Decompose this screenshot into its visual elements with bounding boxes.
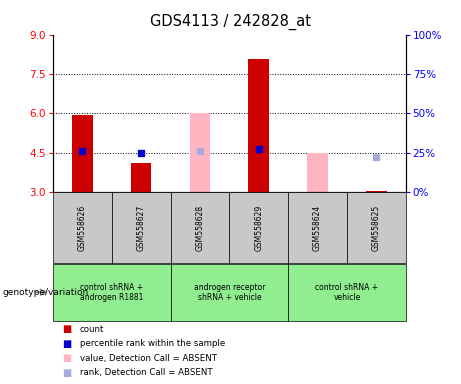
Text: GSM558629: GSM558629 xyxy=(254,204,263,251)
Bar xyxy=(248,60,269,192)
Text: GSM558626: GSM558626 xyxy=(78,204,87,251)
Text: rank, Detection Call = ABSENT: rank, Detection Call = ABSENT xyxy=(80,368,213,377)
Bar xyxy=(72,114,93,192)
Text: ■: ■ xyxy=(62,353,71,363)
Bar xyxy=(366,191,387,192)
Text: control shRNA +
androgen R1881: control shRNA + androgen R1881 xyxy=(80,283,143,302)
Text: GSM558624: GSM558624 xyxy=(313,204,322,251)
Text: percentile rank within the sample: percentile rank within the sample xyxy=(80,339,225,348)
Bar xyxy=(189,113,210,192)
Text: GDS4113 / 242828_at: GDS4113 / 242828_at xyxy=(150,13,311,30)
Bar xyxy=(307,153,328,192)
Text: ■: ■ xyxy=(62,339,71,349)
Text: ■: ■ xyxy=(62,368,71,378)
Text: genotype/variation: genotype/variation xyxy=(2,288,89,297)
Text: GSM558625: GSM558625 xyxy=(372,204,381,251)
Text: control shRNA +
vehicle: control shRNA + vehicle xyxy=(315,283,378,302)
Text: value, Detection Call = ABSENT: value, Detection Call = ABSENT xyxy=(80,354,217,363)
Text: GSM558628: GSM558628 xyxy=(195,204,205,251)
Bar xyxy=(131,163,152,192)
Text: count: count xyxy=(80,324,104,334)
Text: androgen receptor
shRNA + vehicle: androgen receptor shRNA + vehicle xyxy=(194,283,265,302)
Text: ■: ■ xyxy=(62,324,71,334)
Text: GSM558627: GSM558627 xyxy=(136,204,146,251)
